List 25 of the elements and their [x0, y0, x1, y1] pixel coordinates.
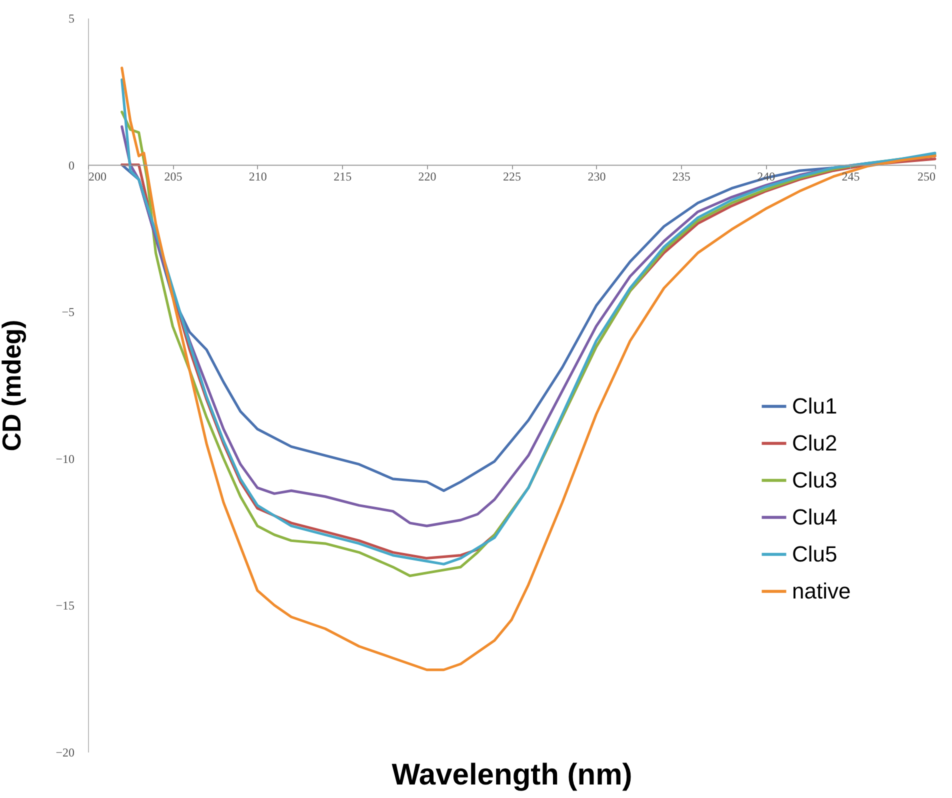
x-tick-label: 235 [672, 169, 690, 184]
x-tick-label: 225 [503, 169, 521, 184]
x-tick-label: 245 [842, 169, 860, 184]
x-axis-title: Wavelength (nm) [392, 758, 632, 792]
x-tick-label: 200 [88, 169, 106, 184]
y-tick-label: −10 [56, 452, 74, 466]
y-axis-title: CD (mdeg) [0, 320, 27, 452]
x-tick-label: 205 [164, 169, 182, 184]
x-tick-label: 220 [418, 169, 436, 184]
legend-label: native [792, 578, 851, 604]
legend-label: Clu1 [792, 393, 838, 418]
legend-label: Clu2 [792, 430, 838, 456]
y-tick-label: 0 [68, 158, 74, 172]
x-tick-label: 210 [248, 169, 267, 184]
x-tick-label: 215 [334, 169, 352, 184]
y-tick-label: −5 [62, 305, 74, 320]
x-tick-label: 250 [918, 169, 936, 184]
line-series [120, 66, 936, 672]
legend-label: Clu3 [792, 467, 838, 492]
y-tick-label: −20 [56, 746, 74, 760]
y-tick-label: 5 [68, 12, 74, 26]
legend-label: Clu4 [792, 504, 838, 530]
legend-label: Clu5 [792, 541, 838, 566]
y-tick-label: −15 [56, 598, 74, 613]
x-tick-label: 230 [588, 169, 606, 184]
